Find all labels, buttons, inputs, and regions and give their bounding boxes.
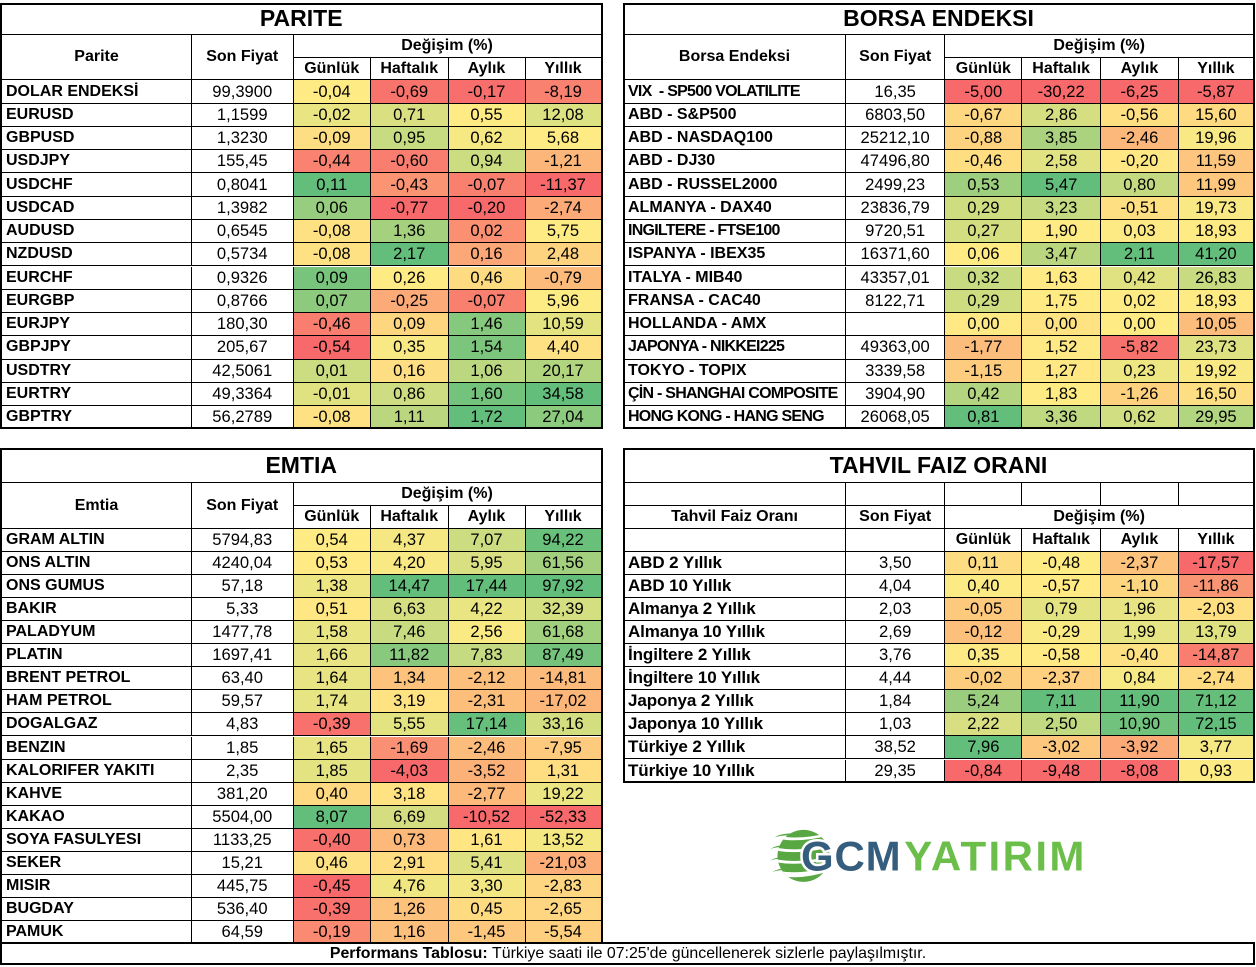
svg-text:GCM: GCM: [801, 833, 901, 880]
svg-text:YATIRIM: YATIRIM: [904, 833, 1086, 880]
